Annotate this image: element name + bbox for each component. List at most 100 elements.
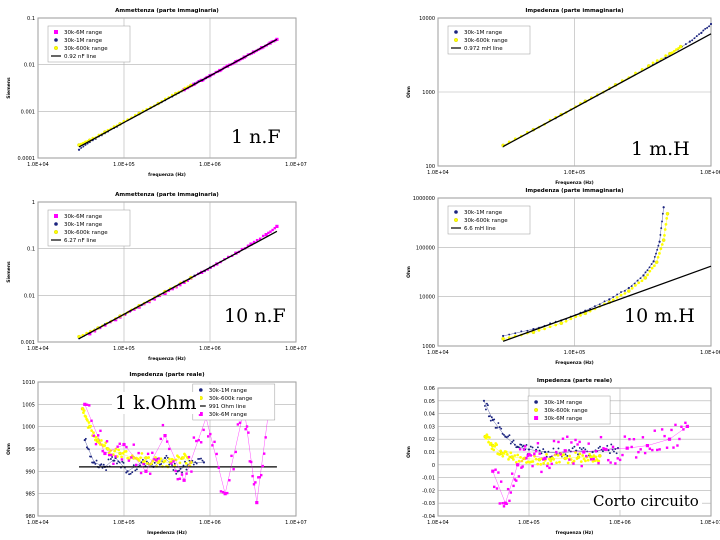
data-point <box>507 435 510 438</box>
data-point <box>271 228 274 232</box>
data-point <box>549 459 553 463</box>
data-point <box>623 289 626 292</box>
label-1kOhm: 1 k.Ohm <box>112 392 200 414</box>
data-point <box>512 484 515 488</box>
x-tick-label: 1.0E+04 <box>427 520 449 526</box>
data-point <box>107 453 111 457</box>
legend-label: 30k-1M range <box>544 400 583 406</box>
data-point <box>546 462 550 465</box>
data-point <box>621 453 624 457</box>
data-point <box>515 479 518 482</box>
y-tick-label: 0.03 <box>424 424 435 430</box>
data-point <box>182 464 185 467</box>
data-point <box>215 452 218 456</box>
y-tick-label: 985 <box>25 492 35 498</box>
data-point <box>580 448 583 451</box>
legend-swatch <box>54 30 58 34</box>
data-point <box>195 439 198 443</box>
data-point <box>168 457 171 461</box>
x-tick-label: 1.0E+06 <box>199 520 221 526</box>
chart-title: Impedenza (parte reale) <box>129 372 205 378</box>
data-point <box>143 459 146 463</box>
y-tick-label: 0.001 <box>21 340 35 346</box>
data-point <box>190 470 193 473</box>
x-axis-label: Impedenza (Hz) <box>147 530 187 536</box>
data-point <box>641 436 645 439</box>
x-tick-label: 1.0E+07 <box>700 520 720 526</box>
data-point <box>275 224 279 229</box>
data-point <box>488 415 491 418</box>
data-point <box>128 473 131 476</box>
data-point <box>598 454 602 458</box>
label-10nF: 10 n.F <box>221 305 289 327</box>
data-point <box>251 474 254 478</box>
data-point <box>192 436 196 439</box>
data-point <box>506 452 509 456</box>
data-point <box>646 269 649 272</box>
y-axis-label: Ohm <box>406 446 412 458</box>
x-axis-label: frequenza (Hz) <box>556 530 594 536</box>
y-tick-label: 10000 <box>419 295 435 301</box>
data-point <box>82 145 85 148</box>
data-point <box>653 264 656 268</box>
data-point <box>653 255 656 258</box>
data-point <box>258 476 261 479</box>
data-point <box>564 319 568 323</box>
data-point <box>592 454 596 457</box>
data-point <box>607 458 610 462</box>
data-point <box>246 244 250 247</box>
chart-panel-10nF: Ammettenza (parte immaginaria) 0.001 0.01 0… <box>2 186 307 364</box>
legend-swatch <box>54 230 59 235</box>
data-point <box>116 462 118 465</box>
data-point <box>148 300 151 304</box>
data-point <box>194 461 197 464</box>
data-point <box>211 444 214 447</box>
data-point <box>550 462 553 466</box>
data-point <box>623 292 627 295</box>
data-point <box>508 333 511 336</box>
data-point <box>116 445 119 448</box>
data-point <box>90 429 93 432</box>
data-point <box>654 260 659 264</box>
data-point <box>597 447 600 449</box>
data-point <box>84 415 88 418</box>
legend-label: 0.92 nF line <box>64 54 97 60</box>
data-point <box>693 37 696 40</box>
data-point <box>172 469 175 471</box>
data-point <box>487 440 490 444</box>
series-line <box>78 38 278 148</box>
data-point <box>90 455 92 458</box>
data-point <box>199 441 203 444</box>
data-point <box>599 445 601 448</box>
data-point <box>545 453 548 456</box>
data-point <box>153 458 156 461</box>
data-point <box>132 443 135 446</box>
legend-swatch <box>54 46 59 51</box>
data-point <box>676 444 679 447</box>
legend-label: 6.27 nF line <box>64 238 97 244</box>
data-point <box>579 314 582 317</box>
data-point <box>620 291 622 293</box>
chart-svg-1nF: Ammettenza (parte immaginaria) 0.0001 0.00… <box>6 8 307 178</box>
data-point <box>652 260 655 263</box>
data-point <box>529 454 532 457</box>
x-tick-label: 1.0E+06 <box>700 170 720 176</box>
y-tick-label: -0.02 <box>422 488 435 494</box>
data-point <box>103 451 107 456</box>
data-point <box>602 447 605 450</box>
series-connector <box>104 444 125 454</box>
data-point <box>661 220 663 223</box>
data-point <box>197 439 200 442</box>
series-line <box>78 230 278 340</box>
data-point <box>524 445 527 448</box>
data-point <box>493 444 497 448</box>
data-point <box>531 446 534 449</box>
data-point <box>105 469 108 472</box>
legend-box <box>47 25 131 63</box>
data-point <box>489 441 493 445</box>
data-point <box>142 462 145 466</box>
series-connector <box>492 471 506 504</box>
y-tick-label: 0.1 <box>27 247 35 253</box>
data-point <box>132 464 135 467</box>
data-point <box>704 27 707 30</box>
